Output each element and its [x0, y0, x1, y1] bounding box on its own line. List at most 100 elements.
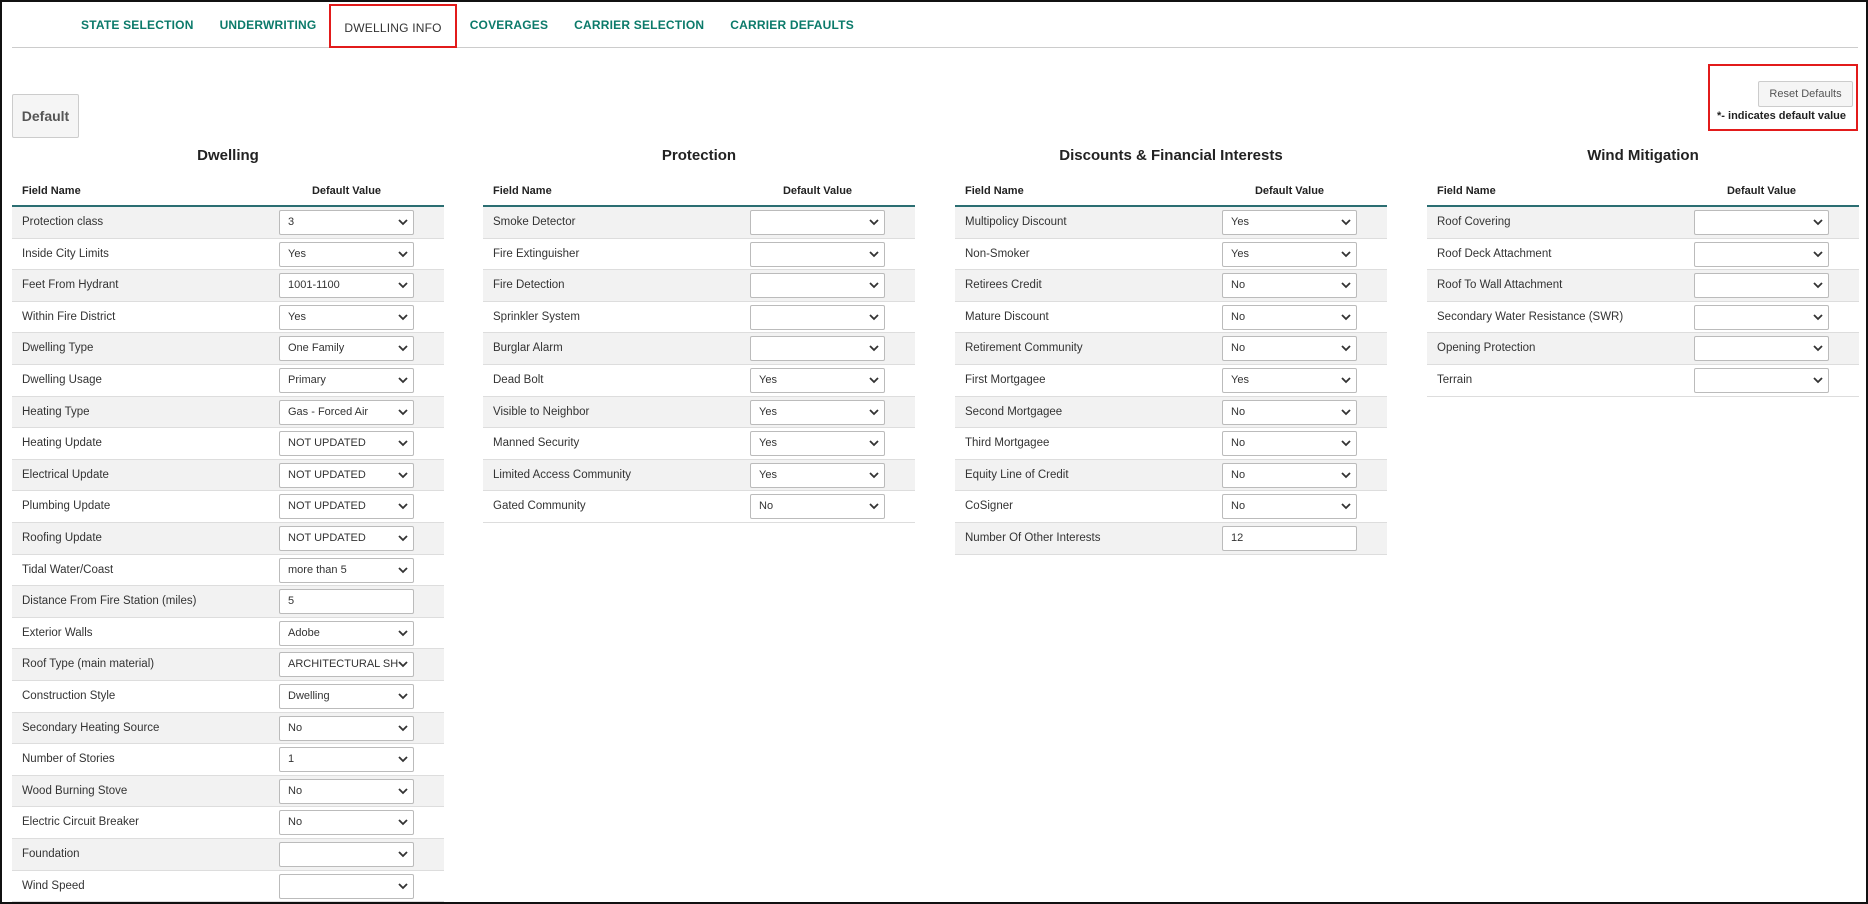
select[interactable]: 1001-1100 [279, 273, 414, 299]
select[interactable] [750, 273, 885, 299]
select[interactable]: Yes [750, 368, 885, 393]
dropdown-arrow [398, 377, 408, 384]
field-name: Heating Update [22, 437, 102, 450]
tab[interactable]: CARRIER SELECTION [574, 17, 705, 32]
select[interactable]: No [1222, 336, 1357, 362]
select[interactable]: One Family [279, 336, 414, 362]
dropdown-arrow [398, 693, 408, 700]
field-name: Limited Access Community [493, 468, 632, 481]
tab[interactable]: DWELLING INFO [329, 3, 457, 48]
tab[interactable]: UNDERWRITING [219, 17, 317, 32]
field-name: Burglar Alarm [493, 342, 563, 355]
reset-defaults-button[interactable]: Reset Defaults [1758, 81, 1853, 107]
select[interactable]: ARCHITECTURAL SH [279, 652, 414, 678]
control-value: 5 [288, 595, 295, 608]
select[interactable] [279, 842, 414, 867]
dropdown-arrow [1341, 503, 1351, 510]
dropdown-arrow [1341, 440, 1351, 447]
select[interactable]: Yes [279, 304, 414, 330]
select[interactable]: NOT UPDATED [279, 526, 414, 551]
table-row: Wind Speed [12, 871, 444, 902]
select[interactable]: Dwelling [279, 684, 414, 709]
control-value: Yes [1231, 216, 1249, 228]
select[interactable]: more than 5 [279, 557, 414, 583]
select[interactable]: 3 [279, 210, 414, 235]
select[interactable]: No [750, 494, 885, 520]
text-input[interactable]: 12 [1222, 526, 1357, 551]
select[interactable]: No [279, 810, 414, 836]
tab[interactable]: CARRIER DEFAULTS [730, 17, 854, 32]
select[interactable]: No [1222, 431, 1357, 457]
select[interactable]: Primary [279, 368, 414, 393]
field-name: Exterior Walls [22, 626, 93, 639]
select[interactable]: NOT UPDATED [279, 462, 414, 488]
select[interactable]: Gas - Forced Air [279, 399, 414, 425]
select[interactable]: Yes [750, 399, 885, 425]
select[interactable]: Adobe [279, 620, 414, 646]
field-name: Dwelling Type [22, 342, 94, 355]
control-value: Yes [1231, 374, 1249, 386]
table-row: CoSigner No [955, 491, 1387, 523]
dropdown-arrow [398, 882, 408, 889]
select[interactable]: Yes [750, 431, 885, 457]
select[interactable]: No [279, 715, 414, 741]
select[interactable] [1694, 304, 1829, 330]
control-value: No [288, 721, 303, 734]
table-row: Burglar Alarm [483, 333, 915, 365]
select[interactable] [750, 336, 885, 362]
select[interactable]: No [1222, 304, 1357, 330]
table-row: Visible to Neighbor Yes [483, 396, 915, 429]
tab[interactable]: COVERAGES [469, 17, 549, 32]
dropdown-arrow [398, 503, 408, 510]
select[interactable]: NOT UPDATED [279, 431, 414, 457]
select[interactable]: Yes [750, 462, 885, 488]
select[interactable] [1694, 273, 1829, 299]
default-button[interactable]: Default [12, 94, 79, 138]
dropdown-arrow [1813, 219, 1823, 226]
column-header: Default Value [1726, 185, 1797, 197]
control-value: No [1231, 500, 1246, 513]
select[interactable]: Yes [1222, 210, 1357, 235]
select[interactable]: Yes [279, 241, 414, 267]
field-name: Equity Line of Credit [965, 468, 1069, 481]
select[interactable]: NOT UPDATED [279, 494, 414, 520]
select[interactable] [1694, 210, 1829, 235]
select[interactable]: Yes [1222, 368, 1357, 393]
field-name: Wood Burning Stove [22, 784, 128, 797]
field-name: Number Of Other Interests [965, 532, 1101, 544]
select[interactable]: 1 [279, 747, 414, 773]
table-row: Secondary Water Resistance (SWR) [1427, 302, 1859, 334]
select[interactable] [750, 241, 885, 267]
select[interactable] [1694, 368, 1829, 393]
select[interactable]: No [1222, 462, 1357, 488]
select[interactable] [750, 210, 885, 235]
control-value: Yes [288, 310, 306, 323]
text-input[interactable]: 5 [279, 589, 414, 615]
field-name: Number of Stories [22, 753, 115, 766]
table-row: Number of Stories 1 [12, 744, 444, 776]
table-row: Plumbing Update NOT UPDATED [12, 491, 444, 523]
control-value: 1 [288, 753, 295, 766]
dropdown-arrow [398, 788, 408, 795]
select[interactable]: No [1222, 494, 1357, 520]
table-row: Non-Smoker Yes [955, 239, 1387, 271]
select[interactable]: No [1222, 399, 1357, 425]
field-name: Mature Discount [965, 310, 1049, 323]
control-value: 12 [1231, 532, 1244, 544]
column-header: Field Name [493, 185, 552, 197]
select[interactable] [279, 873, 414, 899]
select[interactable]: Yes [1222, 241, 1357, 267]
select[interactable]: No [1222, 273, 1357, 299]
control-value: No [1231, 342, 1246, 355]
select[interactable] [1694, 241, 1829, 267]
control-value: No [1231, 310, 1246, 323]
table-row: Fire Detection [483, 270, 915, 302]
table-row: Roof Covering [1427, 207, 1859, 239]
select[interactable] [1694, 336, 1829, 362]
select[interactable] [750, 304, 885, 330]
table-row: Electric Circuit Breaker No [12, 807, 444, 839]
tab[interactable]: STATE SELECTION [81, 17, 194, 32]
select[interactable]: No [279, 778, 414, 804]
control-value: ARCHITECTURAL SH [288, 658, 399, 671]
table-row: Within Fire District Yes [12, 302, 444, 334]
